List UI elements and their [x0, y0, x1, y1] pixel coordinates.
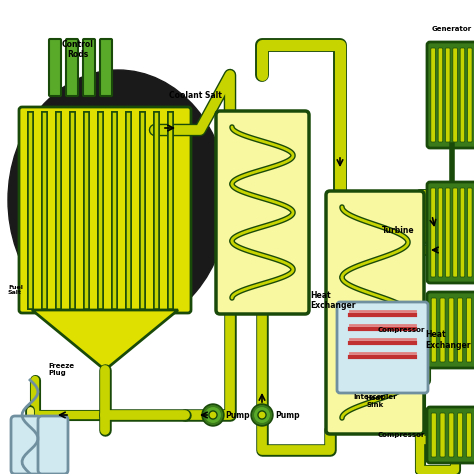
FancyBboxPatch shape — [467, 188, 472, 277]
FancyBboxPatch shape — [438, 188, 443, 277]
FancyBboxPatch shape — [449, 413, 454, 457]
Text: Fuel
Salt: Fuel Salt — [8, 284, 23, 295]
FancyBboxPatch shape — [38, 416, 68, 474]
FancyBboxPatch shape — [446, 48, 450, 142]
Circle shape — [209, 411, 217, 419]
FancyBboxPatch shape — [460, 188, 465, 277]
Circle shape — [202, 404, 224, 426]
Ellipse shape — [8, 70, 228, 330]
FancyBboxPatch shape — [216, 111, 309, 314]
FancyBboxPatch shape — [431, 48, 436, 142]
Circle shape — [253, 406, 271, 424]
Text: Freeze
Plug: Freeze Plug — [48, 364, 74, 376]
FancyBboxPatch shape — [431, 298, 436, 362]
Polygon shape — [32, 310, 178, 370]
FancyBboxPatch shape — [19, 107, 191, 313]
FancyBboxPatch shape — [326, 191, 424, 434]
FancyBboxPatch shape — [83, 39, 95, 96]
FancyBboxPatch shape — [11, 416, 41, 474]
FancyBboxPatch shape — [457, 298, 463, 362]
FancyBboxPatch shape — [431, 188, 436, 277]
FancyBboxPatch shape — [431, 413, 436, 457]
Text: Control
Rods: Control Rods — [62, 40, 94, 59]
FancyBboxPatch shape — [438, 48, 443, 142]
FancyBboxPatch shape — [453, 48, 457, 142]
Text: Intercooler: Intercooler — [353, 394, 397, 400]
FancyBboxPatch shape — [440, 413, 445, 457]
Text: Heat
Exchanger: Heat Exchanger — [310, 291, 356, 310]
Text: Heat
Sink: Heat Sink — [365, 395, 384, 408]
Circle shape — [251, 404, 273, 426]
Text: Turbine: Turbine — [383, 226, 415, 235]
FancyBboxPatch shape — [457, 413, 463, 457]
Text: Pump: Pump — [225, 410, 250, 419]
FancyBboxPatch shape — [337, 302, 428, 393]
FancyBboxPatch shape — [453, 188, 457, 277]
FancyBboxPatch shape — [467, 48, 472, 142]
FancyBboxPatch shape — [49, 39, 61, 96]
FancyBboxPatch shape — [466, 298, 472, 362]
Text: Generator: Generator — [432, 26, 472, 32]
FancyBboxPatch shape — [66, 39, 78, 96]
Text: Compressor: Compressor — [378, 432, 425, 438]
FancyBboxPatch shape — [427, 292, 474, 368]
FancyBboxPatch shape — [449, 298, 454, 362]
FancyBboxPatch shape — [466, 413, 472, 457]
FancyBboxPatch shape — [440, 298, 445, 362]
Text: Heat
Exchanger: Heat Exchanger — [425, 330, 471, 350]
Circle shape — [204, 406, 222, 424]
Text: Coolant Salt: Coolant Salt — [169, 91, 221, 100]
FancyBboxPatch shape — [460, 48, 465, 142]
FancyBboxPatch shape — [446, 188, 450, 277]
FancyBboxPatch shape — [100, 39, 112, 96]
FancyBboxPatch shape — [427, 182, 474, 283]
Text: Compressor: Compressor — [378, 327, 425, 333]
FancyBboxPatch shape — [427, 42, 474, 148]
Circle shape — [258, 411, 266, 419]
FancyBboxPatch shape — [427, 407, 474, 463]
Text: Pump: Pump — [275, 410, 300, 419]
